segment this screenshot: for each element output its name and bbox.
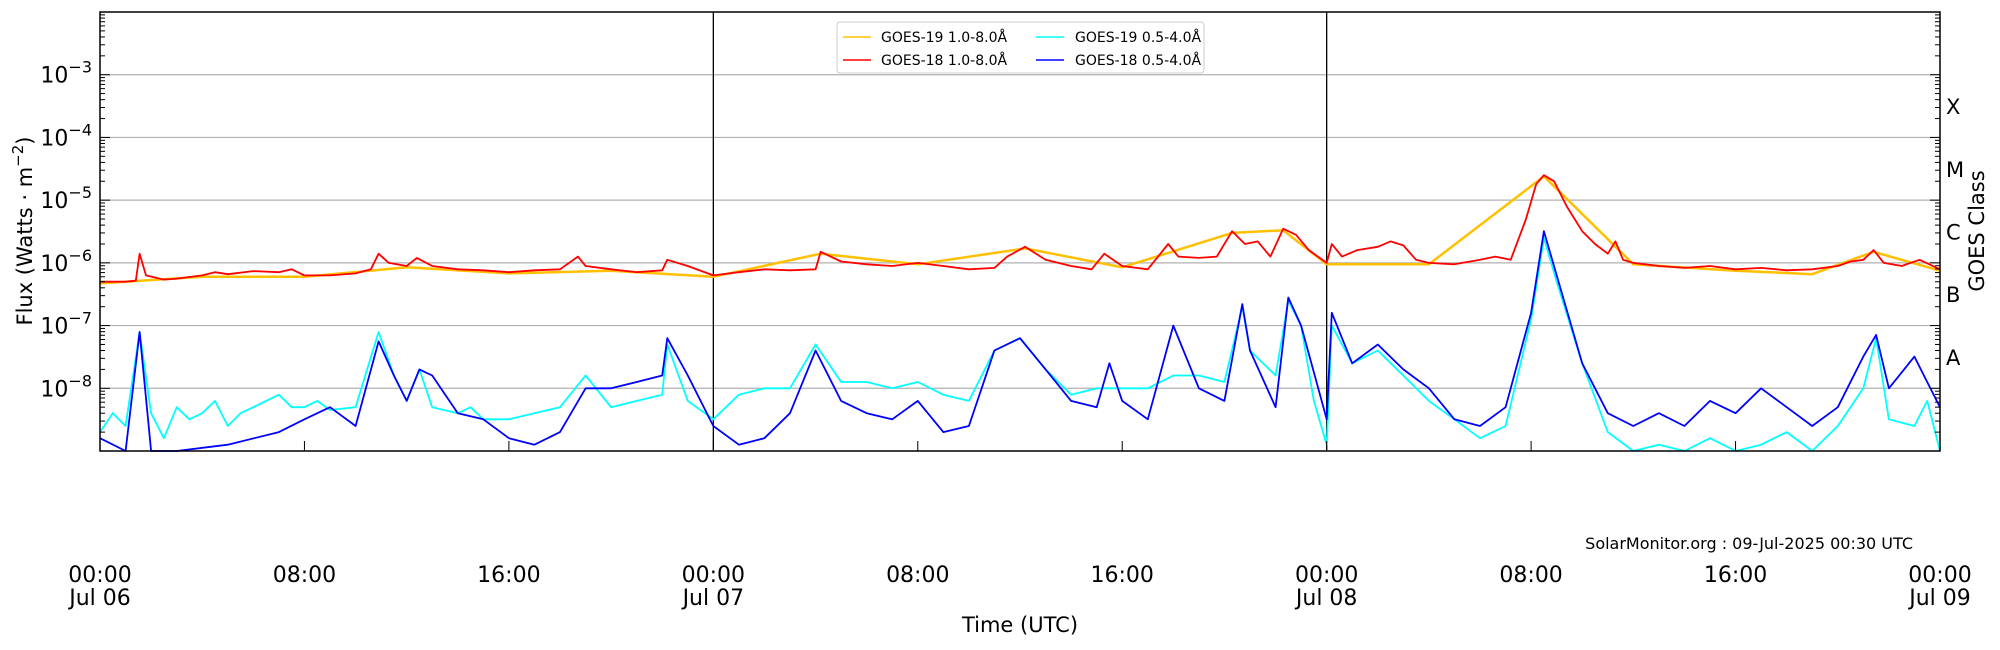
x-tick-label-time: 16:00 (1704, 563, 1767, 588)
series-line-0 (99, 175, 1941, 285)
series-line-3 (99, 230, 1941, 452)
right-axis-label: GOES Class (1965, 170, 1989, 291)
x-tick-label-date: Jul 09 (1907, 586, 1971, 611)
y-tick-labels: 10−3 10−4 10−5 10−6 10−7 10−8 (40, 58, 92, 403)
y-tick-label: 10−8 (40, 371, 92, 402)
x-tick-label-time: 00:00 (682, 563, 745, 588)
x-tick-label-time: 00:00 (1295, 563, 1358, 588)
goes-class-X: X (1946, 95, 1960, 119)
goes-class-A: A (1946, 346, 1961, 370)
day-boundary-lines (712, 12, 1328, 451)
y-axis-label-exponent: −2 (9, 145, 27, 167)
y-axis-label: Flux (Watts · m−2) (9, 136, 37, 325)
goes-class-labels: X M C B A (1946, 95, 1964, 370)
legend-label-goes19-short: GOES-19 0.5-4.0Å (1075, 29, 1201, 46)
series-line-1 (100, 174, 1941, 283)
grid-lines (100, 74, 1940, 389)
x-tick-label-date: Jul 07 (681, 586, 745, 611)
x-tick-label-time: 08:00 (886, 563, 949, 588)
goes-class-M: M (1946, 158, 1964, 182)
series-line-2 (99, 237, 1941, 452)
x-axis-label: Time (UTC) (961, 613, 1078, 637)
plot-frame (99, 11, 1941, 452)
legend-label-goes18-short: GOES-18 0.5-4.0Å (1075, 52, 1201, 69)
x-tick-label-date: Jul 08 (1294, 586, 1358, 611)
y-tick-label: 10−3 (40, 58, 92, 89)
y-tick-label: 10−6 (40, 246, 92, 277)
y-tick-label: 10−5 (40, 183, 92, 214)
legend-label-goes18-long: GOES-18 1.0-8.0Å (881, 52, 1007, 69)
x-tick-label-time: 16:00 (477, 563, 540, 588)
legend-box (836, 21, 1205, 74)
legend: GOES-19 1.0-8.0Å GOES-18 1.0-8.0Å GOES-1… (836, 21, 1205, 74)
axis-ticks (99, 14, 1941, 452)
x-tick-label-time: 00:00 (68, 563, 131, 588)
legend-label-goes19-long: GOES-19 1.0-8.0Å (881, 29, 1007, 46)
goes-class-B: B (1946, 283, 1960, 307)
x-tick-label-time: 16:00 (1091, 563, 1154, 588)
goes-class-C: C (1946, 221, 1961, 245)
x-tick-label-time: 08:00 (1499, 563, 1562, 588)
x-tick-label-time: 08:00 (273, 563, 336, 588)
y-tick-label: 10−7 (40, 309, 92, 340)
watermark-annotation: SolarMonitor.org : 09-Jul-2025 00:30 UTC (1585, 534, 1913, 553)
series-lines (99, 174, 1941, 452)
y-tick-label: 10−4 (40, 120, 92, 151)
x-tick-label-date: Jul 06 (67, 586, 131, 611)
x-tick-label-time: 00:00 (1908, 563, 1971, 588)
